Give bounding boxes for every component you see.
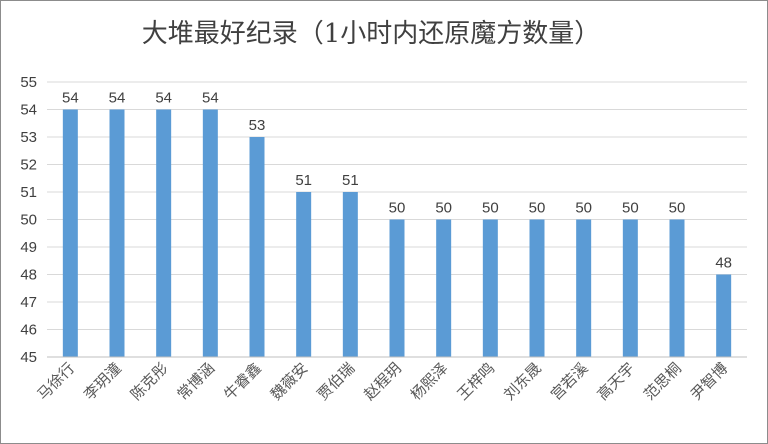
- chart-title: 大堆最好纪录（1小时内还原魔方数量）: [142, 19, 601, 49]
- data-label: 51: [295, 172, 312, 189]
- category-label: 马徐行: [34, 359, 79, 404]
- bar: [109, 109, 125, 357]
- category-label: 王梓鸣: [454, 359, 499, 404]
- data-label: 54: [155, 90, 172, 107]
- data-label: 50: [529, 200, 546, 217]
- data-label: 53: [249, 117, 266, 134]
- category-label: 李玥潼: [80, 359, 125, 404]
- data-label: 54: [202, 90, 219, 107]
- data-label: 50: [389, 200, 406, 217]
- category-label: 杨熙泽: [407, 359, 452, 404]
- y-tick-label: 51: [20, 184, 37, 201]
- bar: [529, 219, 545, 357]
- bar: [249, 137, 265, 357]
- bar: [622, 219, 638, 357]
- category-label: 刘东晟: [500, 359, 545, 404]
- y-tick-label: 47: [20, 294, 37, 311]
- category-label: 赵程玥: [360, 359, 405, 404]
- data-labels: 54 54 54 54 53 51 51 50 50 50 50 50 50 50 48: [62, 90, 732, 272]
- data-label: 54: [109, 90, 126, 107]
- category-label: 范思桐: [640, 359, 685, 404]
- y-tick-label: 52: [20, 157, 37, 174]
- category-label: 宫若溪: [547, 359, 592, 404]
- y-tick-label: 46: [20, 322, 37, 339]
- category-label: 魏薇安: [267, 359, 312, 404]
- y-tick-label: 53: [20, 129, 37, 146]
- category-label: 贾伯瑞: [314, 359, 359, 404]
- bar: [156, 109, 172, 357]
- y-tick-label: 49: [20, 239, 37, 256]
- bar: [716, 274, 732, 357]
- data-label: 50: [669, 200, 686, 217]
- bar: [436, 219, 452, 357]
- y-tick-label: 45: [20, 349, 37, 366]
- category-label: 牛睿鑫: [220, 359, 265, 404]
- category-label: 高天宇: [594, 359, 639, 404]
- bar: [482, 219, 498, 357]
- data-label: 48: [715, 255, 732, 272]
- category-label: 尹智博: [687, 359, 732, 404]
- data-label: 51: [342, 172, 359, 189]
- bar: [342, 192, 358, 357]
- data-label: 54: [62, 90, 79, 107]
- data-label: 50: [622, 200, 639, 217]
- bar: [669, 219, 685, 357]
- category-label: 常博涵: [174, 359, 219, 404]
- bar: [62, 109, 78, 357]
- y-tick-label: 50: [20, 212, 37, 229]
- bar: [296, 192, 312, 357]
- y-tick-label: 54: [20, 102, 37, 119]
- bar: [202, 109, 218, 357]
- data-label: 50: [575, 200, 592, 217]
- y-axis-ticks: 45 46 47 48 49 50 51 52 53 54 55: [20, 74, 37, 366]
- x-axis-categories: 马徐行 李玥潼 陈克彤 常博涵 牛睿鑫 魏薇安 贾伯瑞 赵程玥 杨熙泽 王梓鸣 刘东晟 宫若溪 高天宇范…: [34, 359, 732, 404]
- bar: [389, 219, 405, 357]
- y-tick-label: 48: [20, 267, 37, 284]
- category-label: 陈克彤: [127, 359, 172, 404]
- y-tick-label: 55: [20, 74, 37, 91]
- data-label: 50: [482, 200, 499, 217]
- bars: [62, 109, 732, 357]
- bar: [576, 219, 592, 357]
- data-label: 50: [435, 200, 452, 217]
